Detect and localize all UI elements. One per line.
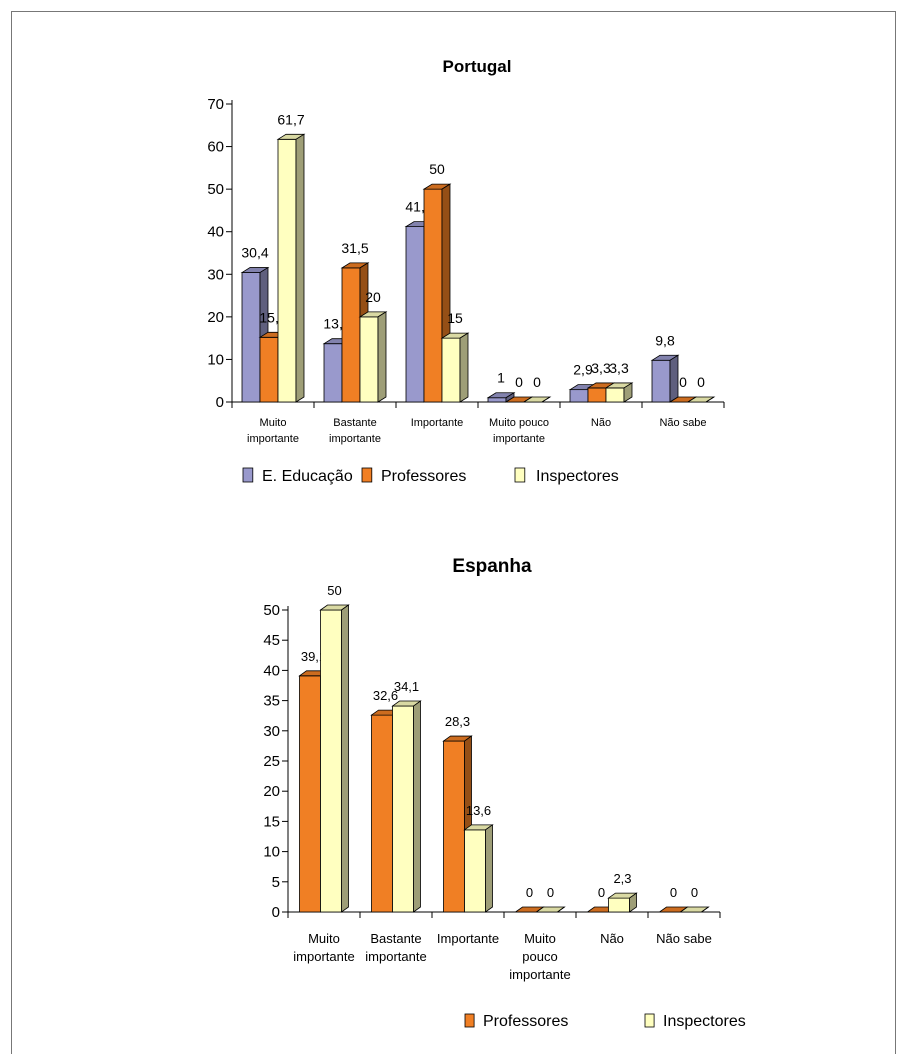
x-category-label: importante (329, 433, 381, 445)
y-tick-label: 30 (207, 266, 224, 283)
bar-inspectores-5 (686, 396, 716, 403)
bar-inspectores-0 (319, 604, 350, 913)
x-category-label: Importante (437, 931, 499, 946)
data-label: 0 (697, 374, 705, 390)
bar-inspectores-3 (535, 906, 566, 913)
bar-inspectores-2 (463, 824, 494, 913)
data-label: 0 (547, 885, 554, 900)
chart-portugal: Portugal 01020304050607030,415,261,7Muit… (207, 57, 725, 485)
y-tick-label: 35 (263, 693, 280, 710)
legend-swatch (464, 1013, 475, 1028)
legend-label: Inspectores (536, 468, 619, 485)
bar-e-educa-o-3 (486, 392, 516, 403)
data-label: 20 (365, 289, 381, 305)
legend-label: Professores (483, 1013, 568, 1030)
data-label: 61,7 (277, 111, 304, 127)
data-label: 28,3 (445, 714, 470, 729)
bar-inspectores-4 (604, 382, 634, 403)
y-tick-label: 10 (263, 844, 280, 861)
data-label: 0 (515, 374, 523, 390)
x-category-label: Muito (308, 931, 340, 946)
data-label: 0 (670, 885, 677, 900)
data-label: 31,5 (341, 240, 368, 256)
legend-swatch (242, 467, 254, 483)
legend-label: Professores (381, 468, 466, 485)
x-category-label: importante (365, 949, 426, 964)
x-category-label: importante (493, 433, 545, 445)
y-tick-label: 40 (207, 224, 224, 241)
bar-inspectores-4 (607, 892, 638, 913)
y-tick-label: 0 (272, 904, 280, 921)
data-label: 0 (679, 374, 687, 390)
data-label: 1 (497, 370, 505, 386)
data-label: 9,8 (655, 332, 675, 348)
data-label: 3,3 (609, 360, 629, 376)
y-tick-label: 40 (263, 662, 280, 679)
y-tick-label: 20 (207, 309, 224, 326)
x-category-label: Muito (524, 931, 556, 946)
x-category-label: importante (247, 433, 299, 445)
data-label: 0 (533, 374, 541, 390)
y-tick-label: 50 (263, 602, 280, 619)
data-label: 0 (691, 885, 698, 900)
y-tick-label: 15 (263, 813, 280, 830)
data-label: 39,1 (301, 649, 326, 664)
x-category-label: Não sabe (659, 417, 706, 429)
y-tick-label: 25 (263, 753, 280, 770)
data-label: 0 (526, 885, 533, 900)
y-tick-label: 10 (207, 351, 224, 368)
bar-e-educa-o-5 (650, 354, 680, 403)
data-label: 15 (447, 310, 463, 326)
chart-espanha: Espanha 0 5 10 15 20 25 30 35 40 45 50 39,1 50 Muito i… (263, 556, 745, 1030)
bar-inspectores-1 (391, 700, 422, 913)
data-label: 0 (598, 885, 605, 900)
bar-inspectores-2 (440, 332, 470, 403)
x-category-label: Não (600, 931, 624, 946)
x-category-label: Bastante (333, 417, 376, 429)
chart-title: Portugal (443, 57, 512, 76)
legend-label: E. Educação (262, 468, 353, 485)
y-tick-label: 60 (207, 139, 224, 156)
bar-inspectores-3 (522, 396, 552, 403)
x-category-label: Não sabe (656, 931, 712, 946)
bar-inspectores-5 (679, 906, 710, 913)
x-category-label: importante (509, 967, 570, 982)
data-label: 30,4 (241, 245, 268, 261)
x-category-label: pouco (522, 949, 557, 964)
y-tick-label: 45 (263, 632, 280, 649)
figure-frame (11, 11, 896, 1054)
x-category-label: Muito pouco (489, 417, 549, 429)
legend-label: Inspectores (663, 1013, 746, 1030)
bar-professores-2 (442, 735, 473, 913)
x-category-label: Não (591, 417, 611, 429)
x-category-label: importante (293, 949, 354, 964)
bar-inspectores-0 (276, 133, 306, 403)
y-tick-label: 20 (263, 783, 280, 800)
legend-swatch (361, 467, 373, 483)
y-tick-label: 5 (272, 874, 280, 891)
y-tick-label: 70 (207, 96, 224, 113)
data-label: 50 (327, 583, 341, 598)
x-category-label: Importante (411, 417, 464, 429)
x-category-label: Bastante (370, 931, 421, 946)
y-tick-label: 50 (207, 181, 224, 198)
data-label: 2,3 (613, 871, 631, 886)
data-label: 32,6 (373, 688, 398, 703)
data-label: 50 (429, 161, 445, 177)
data-label: 2,9 (573, 362, 593, 378)
chart-title: Espanha (452, 556, 532, 577)
y-tick-label: 0 (216, 394, 224, 411)
data-label: 3,3 (591, 360, 611, 376)
bar-inspectores-1 (358, 311, 388, 403)
y-tick-label: 30 (263, 723, 280, 740)
legend-swatch (644, 1013, 655, 1028)
x-category-label: Muito (260, 417, 287, 429)
data-label: 34,1 (394, 679, 419, 694)
data-label: 13,6 (466, 803, 491, 818)
legend-swatch (514, 467, 526, 483)
